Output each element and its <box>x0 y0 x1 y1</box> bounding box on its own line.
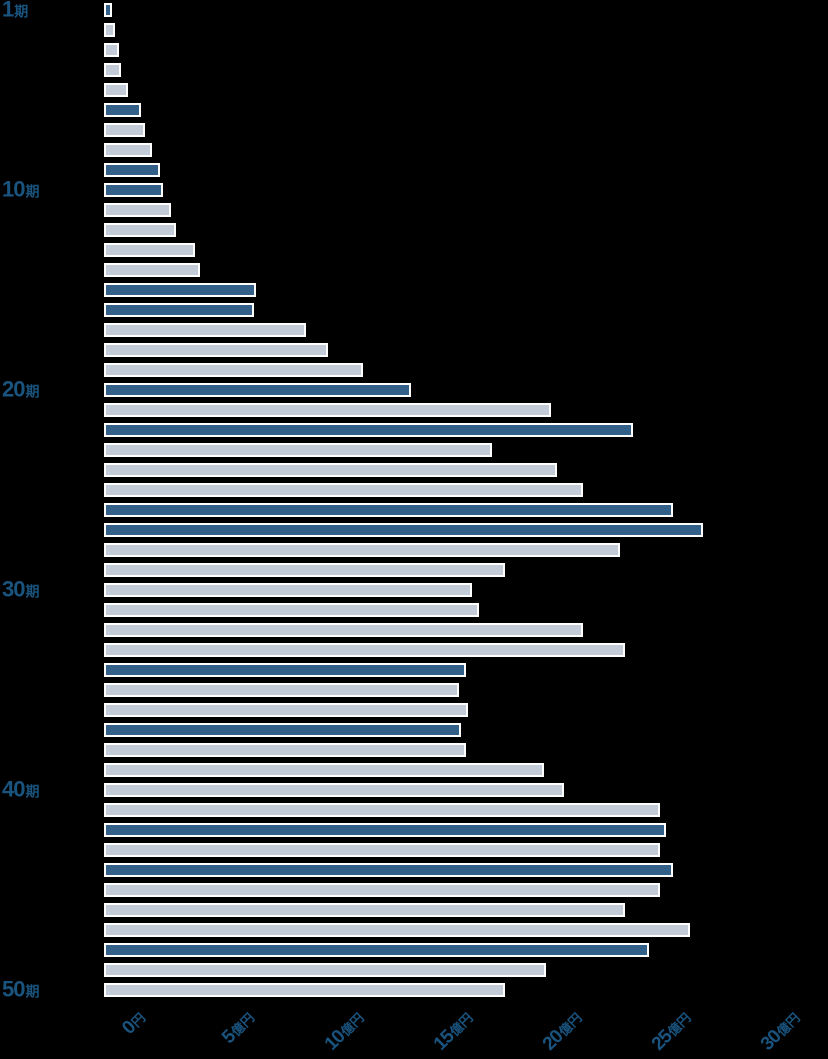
bar-period-21 <box>104 403 551 417</box>
x-tick-label-20億円: 20億円 <box>539 1008 585 1055</box>
bar-period-47 <box>104 923 691 937</box>
y-tick-number: 50 <box>2 976 26 1002</box>
bar-period-25 <box>104 483 584 497</box>
bar-period-32 <box>104 623 584 637</box>
bar-period-37 <box>104 723 462 737</box>
bar-period-44 <box>104 863 673 877</box>
bar-period-50 <box>104 983 505 997</box>
bar-period-30 <box>104 583 473 597</box>
y-tick-number: 10 <box>2 176 26 202</box>
bar-period-31 <box>104 603 479 617</box>
bar-period-35 <box>104 683 459 697</box>
x-tick-label-15億円: 15億円 <box>430 1008 476 1055</box>
bar-period-15 <box>104 283 257 297</box>
y-tick-label-30期: 30期 <box>2 576 40 602</box>
y-tick-unit: 期 <box>25 783 40 800</box>
bar-period-29 <box>104 563 505 577</box>
bar-period-41 <box>104 803 660 817</box>
bar-period-17 <box>104 323 307 337</box>
bar-period-13 <box>104 243 196 257</box>
bar-period-5 <box>104 83 128 97</box>
bar-period-11 <box>104 203 172 217</box>
bar-period-43 <box>104 843 660 857</box>
bar-period-45 <box>104 883 660 897</box>
bar-period-10 <box>104 183 163 197</box>
bar-period-24 <box>104 463 558 477</box>
y-tick-number: 1 <box>2 0 14 22</box>
y-tick-label-20期: 20期 <box>2 376 40 402</box>
bar-period-28 <box>104 543 621 557</box>
bar-period-6 <box>104 103 141 117</box>
bar-period-12 <box>104 223 176 237</box>
bar-period-3 <box>104 43 119 57</box>
bar-period-38 <box>104 743 466 757</box>
y-tick-label-1期: 1期 <box>2 0 28 21</box>
y-tick-unit: 期 <box>14 3 29 20</box>
bar-period-48 <box>104 943 649 957</box>
bar-period-26 <box>104 503 673 517</box>
x-tick-label-25億円: 25億円 <box>648 1008 694 1055</box>
y-tick-number: 40 <box>2 776 26 802</box>
y-tick-unit: 期 <box>25 383 40 400</box>
bar-period-22 <box>104 423 634 437</box>
bar-period-39 <box>104 763 544 777</box>
y-tick-unit: 期 <box>25 183 40 200</box>
bar-period-36 <box>104 703 468 717</box>
y-tick-number: 20 <box>2 376 26 402</box>
y-tick-label-50期: 50期 <box>2 976 40 1002</box>
bar-period-46 <box>104 903 625 917</box>
x-tick-label-30億円: 30億円 <box>757 1008 803 1055</box>
y-tick-label-10期: 10期 <box>2 176 40 202</box>
bar-period-16 <box>104 303 255 317</box>
bar-period-8 <box>104 143 152 157</box>
bar-period-40 <box>104 783 564 797</box>
bar-period-42 <box>104 823 667 837</box>
y-tick-unit: 期 <box>25 983 40 1000</box>
bar-period-19 <box>104 363 364 377</box>
bar-period-9 <box>104 163 161 177</box>
x-tick-label-0円: 0円 <box>119 1008 149 1039</box>
bar-period-7 <box>104 123 146 137</box>
x-tick-label-10億円: 10億円 <box>321 1008 367 1055</box>
bar-period-2 <box>104 23 115 37</box>
y-tick-number: 30 <box>2 576 26 602</box>
x-tick-label-5億円: 5億円 <box>218 1008 258 1048</box>
bar-period-23 <box>104 443 492 457</box>
bar-period-18 <box>104 343 329 357</box>
bar-period-1 <box>104 3 113 17</box>
y-tick-unit: 期 <box>25 583 40 600</box>
bar-period-34 <box>104 663 466 677</box>
bar-period-27 <box>104 523 704 537</box>
bar-period-20 <box>104 383 412 397</box>
y-tick-label-40期: 40期 <box>2 776 40 802</box>
bar-period-14 <box>104 263 200 277</box>
bar-period-33 <box>104 643 625 657</box>
bar-period-4 <box>104 63 122 77</box>
bar-period-49 <box>104 963 547 977</box>
